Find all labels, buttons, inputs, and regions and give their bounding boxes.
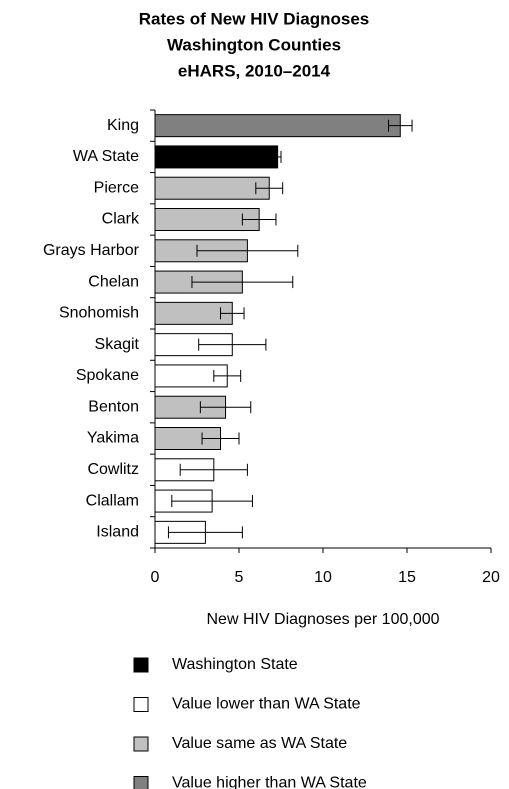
legend-label: Washington State bbox=[172, 656, 298, 673]
x-tick-label: 15 bbox=[398, 569, 416, 586]
y-tick-label: Grays Harbor bbox=[43, 242, 140, 259]
chart-title: Rates of New HIV Diagnoses bbox=[139, 9, 370, 28]
y-tick-label: Island bbox=[96, 524, 139, 541]
y-tick-label: Chelan bbox=[88, 273, 139, 290]
y-tick-label: Clallam bbox=[86, 492, 139, 509]
x-axis-label: New HIV Diagnoses per 100,000 bbox=[206, 611, 439, 628]
y-tick-label: Snohomish bbox=[59, 305, 139, 322]
y-tick-label: WA State bbox=[73, 148, 139, 165]
y-tick-label: Benton bbox=[88, 398, 139, 415]
legend-label: Value higher than WA State bbox=[172, 775, 367, 789]
y-tick-label: King bbox=[107, 117, 139, 134]
chart-title: eHARS, 2010–2014 bbox=[178, 61, 331, 80]
legend-label: Value lower than WA State bbox=[172, 696, 361, 713]
y-tick-label: Clark bbox=[102, 211, 140, 228]
y-tick-label: Skagit bbox=[95, 336, 140, 353]
bar bbox=[154, 176, 270, 200]
legend-swatch bbox=[133, 776, 149, 789]
legend-swatch bbox=[133, 736, 149, 752]
y-tick-label: Pierce bbox=[94, 179, 139, 196]
legend-swatch bbox=[133, 697, 149, 712]
y-tick-label: Spokane bbox=[76, 367, 139, 384]
chart-title: Washington Counties bbox=[167, 35, 341, 54]
bar bbox=[154, 145, 279, 169]
x-tick-label: 0 bbox=[151, 569, 160, 586]
y-tick-label: Yakima bbox=[87, 430, 139, 447]
y-tick-label: Cowlitz bbox=[87, 461, 139, 478]
bar bbox=[154, 114, 401, 138]
legend-label: Value same as WA State bbox=[172, 735, 347, 752]
x-tick-label: 20 bbox=[482, 569, 500, 586]
legend-swatch bbox=[133, 657, 149, 673]
x-tick-label: 10 bbox=[314, 569, 332, 586]
x-tick-label: 5 bbox=[235, 569, 244, 586]
